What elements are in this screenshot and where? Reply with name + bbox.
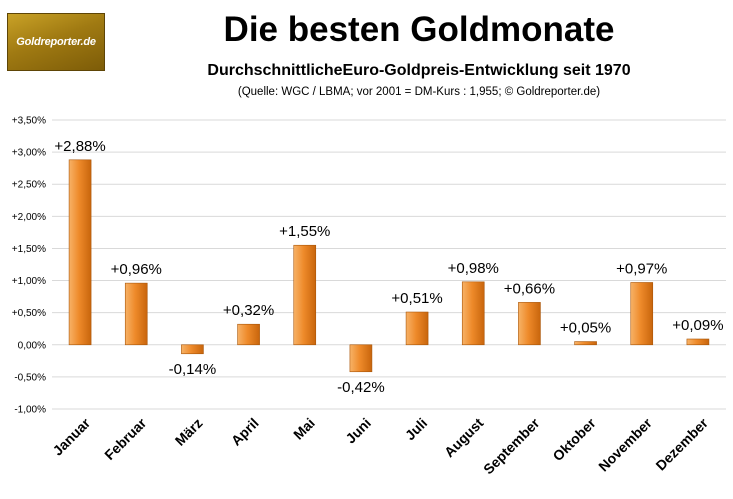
category-label: April — [228, 415, 262, 449]
category-label: November — [595, 414, 655, 474]
y-tick-label: +1,50% — [12, 244, 46, 255]
data-label: -0,14% — [169, 361, 217, 378]
logo-text: Goldreporter.de — [16, 36, 96, 48]
category-label: August — [441, 415, 487, 461]
y-tick-label: -0,50% — [14, 372, 46, 383]
category-label: Juni — [342, 415, 374, 447]
category-label: September — [480, 414, 543, 477]
gridlines — [52, 119, 726, 410]
bar-april — [237, 323, 260, 346]
goldreporter-logo: Goldreporter.de — [7, 13, 105, 71]
bar-juni — [349, 344, 373, 373]
data-label: +1,55% — [279, 223, 330, 240]
data-label: +2,88% — [54, 138, 105, 155]
bar-august — [461, 281, 485, 346]
data-label: +0,05% — [560, 320, 611, 337]
bar-juli — [405, 311, 429, 346]
data-label: +0,97% — [616, 260, 667, 277]
category-label: Januar — [49, 414, 93, 458]
data-label: +0,51% — [391, 290, 442, 307]
y-tick-label: +1,00% — [12, 276, 46, 287]
y-tick-label: +2,00% — [12, 212, 46, 223]
y-tick-label: +0,50% — [12, 308, 46, 319]
bar-oktober — [574, 341, 597, 346]
chart-subtitle: DurchschnittlicheEuro-Goldpreis-Entwickl… — [207, 62, 631, 79]
y-tick-label: -1,00% — [14, 405, 46, 416]
x-axis-category-labels: Januar Februar März April Mai Juni Juli AugustS… — [49, 414, 711, 477]
data-label: +0,66% — [504, 280, 555, 297]
category-label: Juli — [402, 415, 430, 443]
category-label: Mai — [290, 415, 318, 443]
bar-mai — [293, 244, 317, 346]
y-axis-tick-labels: +3,50% +3,00% +2,50% +2,00% +1,50% +1,00% +0,5… — [12, 116, 46, 416]
bar-januar — [68, 159, 92, 346]
bar-september — [518, 302, 541, 346]
bar-märz — [181, 344, 204, 355]
y-tick-label: +3,00% — [12, 148, 46, 159]
data-labels: +2,88% +0,96% -0,14% +0,32% +1,55% -0,42% +0,5… — [54, 138, 723, 396]
y-tick-label: 0,00% — [18, 340, 46, 351]
data-label: -0,42% — [337, 379, 385, 396]
bar-februar — [124, 282, 148, 346]
category-label: März — [172, 415, 206, 449]
bar-dezember — [686, 338, 710, 346]
bar-november — [630, 282, 654, 346]
chart-title: Die besten Goldmonate — [223, 10, 615, 49]
category-label: Dezember — [652, 414, 711, 473]
y-tick-label: +3,50% — [12, 116, 46, 127]
chart-source-note: (Quelle: WGC / LBMA; vor 2001 = DM-Kurs … — [237, 86, 601, 98]
data-label: +0,09% — [672, 317, 723, 334]
category-label: Februar — [101, 414, 150, 463]
data-label: +0,32% — [223, 302, 274, 319]
data-label: +0,96% — [111, 261, 162, 278]
y-tick-label: +2,50% — [12, 180, 46, 191]
category-label: Oktober — [549, 414, 599, 464]
bars — [68, 159, 710, 373]
data-label: +0,98% — [448, 260, 499, 277]
